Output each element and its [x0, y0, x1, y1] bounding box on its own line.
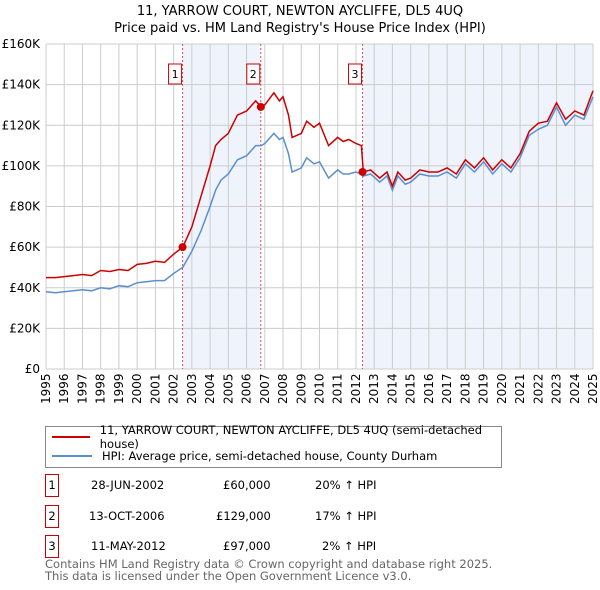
sale-hpi: 17% ↑ HPI: [315, 509, 377, 523]
x-tick-label: 2002: [167, 373, 181, 404]
legend-item-property: 11, YARROW COURT, NEWTON AYCLIFFE, DL5 4…: [52, 423, 501, 451]
x-tick-label: 2006: [240, 373, 254, 404]
sale-date: 28-JUN-2002: [91, 478, 165, 492]
sale-point: [256, 102, 265, 111]
sale-point: [178, 243, 187, 252]
legend: 11, YARROW COURT, NEWTON AYCLIFFE, DL5 4…: [45, 423, 502, 468]
x-tick-label: 2005: [221, 373, 235, 404]
sale-hpi: 20% ↑ HPI: [315, 478, 377, 492]
x-tick-label: 1999: [112, 373, 126, 404]
x-tick-label: 1995: [39, 373, 53, 404]
y-tick-label: £100K: [2, 159, 42, 173]
x-tick-label: 2022: [531, 373, 545, 404]
x-tick-label: 2017: [440, 373, 454, 404]
sale-badge: 2: [45, 505, 59, 528]
y-tick-label: £20K: [9, 321, 41, 335]
x-tick-label: 2013: [367, 373, 381, 404]
y-tick-label: £120K: [2, 118, 42, 132]
series-line: [46, 90, 594, 279]
sale-badge: 3: [45, 535, 59, 558]
sale-label-box: [168, 63, 183, 85]
x-tick-label: 2007: [258, 373, 272, 404]
y-tick-label: £60K: [9, 240, 41, 254]
x-tick-label: 2004: [203, 373, 217, 404]
price-chart: 1995 1996 1997 1998 1999 2000 2001 2002 2003 2004…: [2, 37, 600, 404]
x-tick-label: 2008: [276, 373, 290, 404]
sale-point: [358, 167, 367, 176]
legend-item-hpi: HPI: Average price, semi-detached house,…: [52, 448, 437, 464]
y-tick-label: £80K: [9, 200, 41, 214]
sale-price: £97,000: [223, 539, 271, 553]
x-tick-label: 2021: [513, 373, 527, 404]
series-line: [45, 96, 594, 294]
sale-label: 3: [352, 68, 359, 81]
sale-price: £129,000: [216, 509, 271, 523]
legend-swatch-blue: [52, 455, 92, 457]
chart-title: 11, YARROW COURT, NEWTON AYCLIFFE, DL5 4…: [136, 4, 464, 19]
legend-label: HPI: Average price, semi-detached house,…: [102, 449, 438, 463]
y-tick-label: £0: [25, 362, 40, 376]
sale-hpi: 2% ↑ HPI: [322, 539, 377, 553]
x-tick-label: 2020: [495, 373, 509, 404]
x-tick-label: 2003: [185, 373, 199, 404]
x-tick-label: 2012: [349, 373, 363, 404]
x-tick-label: 2025: [586, 373, 600, 404]
chart-subtitle: Price paid vs. HM Land Registry's House …: [114, 21, 486, 36]
sale-label-box: [348, 63, 363, 85]
x-tick-label: 2019: [477, 373, 491, 404]
x-tick-label: 1996: [57, 373, 71, 404]
x-tick-label: 2001: [148, 373, 162, 404]
sale-row: 2 13-OCT-2006 £129,000 17% ↑ HPI: [45, 505, 445, 528]
x-tick-label: 2014: [385, 373, 399, 404]
x-tick-label: 1998: [94, 373, 108, 404]
x-tick-label: 2015: [404, 373, 418, 404]
legend-swatch-red: [52, 436, 90, 438]
x-tick-label: 2009: [294, 373, 308, 404]
legend-label: 11, YARROW COURT, NEWTON AYCLIFFE, DL5 4…: [99, 423, 483, 451]
x-tick-label: 2018: [458, 373, 472, 404]
sale-date: 13-OCT-2006: [89, 509, 165, 523]
sale-row: 1 28-JUN-2002 £60,000 20% ↑ HPI: [45, 474, 445, 497]
x-tick-label: 2024: [568, 373, 582, 404]
x-tick-label: 2000: [130, 373, 144, 404]
x-tick-label: 2010: [313, 373, 327, 404]
x-tick-label: 2016: [422, 373, 436, 404]
y-tick-label: £140K: [2, 78, 42, 92]
sale-price: £60,000: [223, 478, 271, 492]
sale-label-box: [246, 63, 261, 85]
x-tick-label: 2023: [550, 373, 564, 404]
y-tick-label: £160K: [2, 37, 42, 51]
sale-row: 3 11-MAY-2012 £97,000 2% ↑ HPI: [45, 535, 445, 558]
sale-date: 11-MAY-2012: [91, 539, 166, 553]
x-tick-label: 1997: [75, 373, 89, 404]
x-tick-label: 2011: [331, 373, 345, 404]
footer-line2: This data is licensed under the Open Gov…: [45, 569, 412, 583]
sale-badge: 1: [45, 474, 59, 497]
sale-label: 2: [250, 68, 257, 81]
y-tick-label: £40K: [9, 281, 41, 295]
footer-line1: Contains HM Land Registry data © Crown c…: [45, 557, 493, 571]
sale-label: 1: [172, 68, 179, 81]
